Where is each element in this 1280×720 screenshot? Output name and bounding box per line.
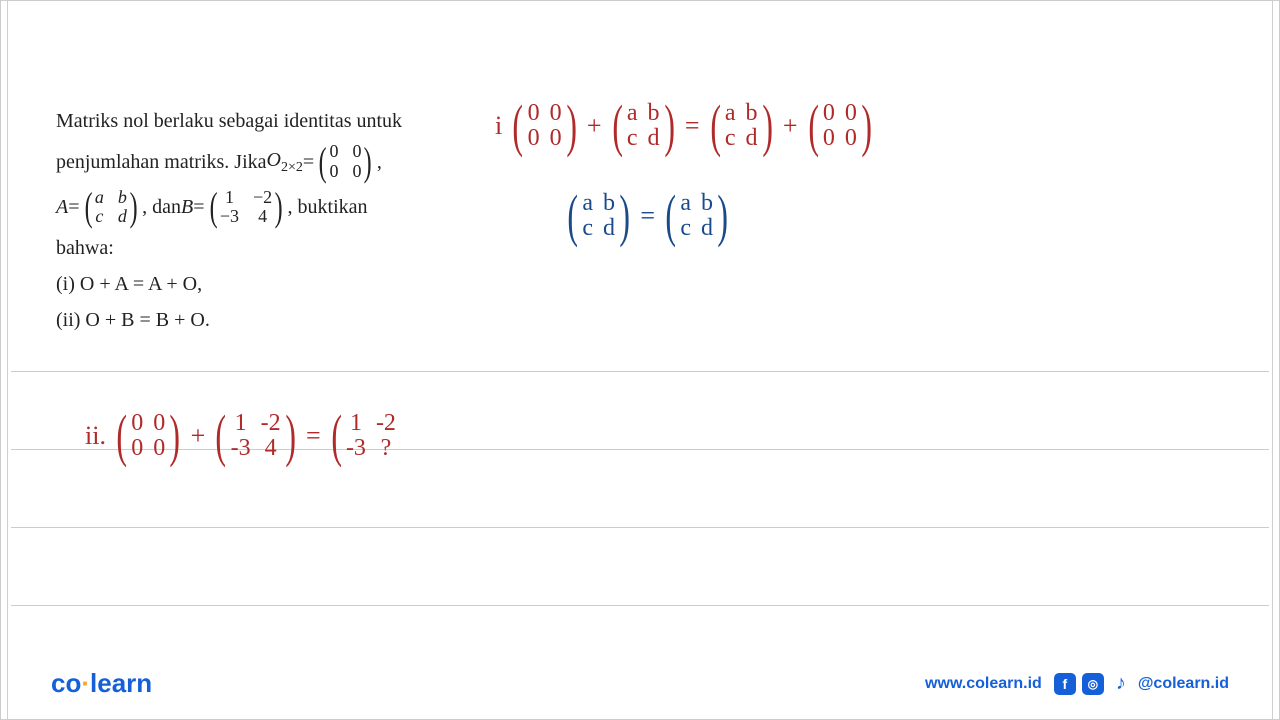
problem-line1: Matriks nol berlaku sebagai identitas un… <box>56 106 402 136</box>
problem-bahwa: bahwa: <box>56 233 114 263</box>
matrix-B: ( 1−2 −34 ) <box>207 188 286 228</box>
problem-item-ii: (ii) O + B = B + O. <box>56 305 210 335</box>
hw-label-i: i <box>495 111 502 141</box>
problem-block: Matriks nol berlaku sebagai identitas un… <box>56 106 461 341</box>
logo: co·learn <box>51 668 152 699</box>
problem-item-i: (i) O + A = A + O, <box>56 269 202 299</box>
footer-url: www.colearn.id <box>925 675 1042 693</box>
handwritten-line-i: i ( 00 00 ) + ( ab cd ) = ( ab cd ) + ( … <box>491 101 878 151</box>
matrix-O: ( 00 00 ) <box>316 142 375 182</box>
hw-label-ii: ii. <box>85 421 106 451</box>
problem-line2-pre: penjumlahan matriks. Jika <box>56 147 267 177</box>
handwritten-line-result: ( ab cd ) = ( ab cd ) <box>561 191 734 241</box>
handwritten-line-ii: ii. ( 00 00 ) + ( 1-2 -34 ) = ( 1-2 -3? <box>81 411 398 461</box>
footer-handle: @colearn.id <box>1138 675 1229 693</box>
matrix-A: ( ab cd ) <box>82 188 141 228</box>
instagram-icon: ◎ <box>1082 673 1104 695</box>
tiktok-icon: ♪ <box>1110 673 1132 695</box>
facebook-icon: f <box>1054 673 1076 695</box>
social-icons: f ◎ ♪ @colearn.id <box>1054 673 1229 695</box>
footer: co·learn www.colearn.id f ◎ ♪ @colearn.i… <box>51 668 1229 699</box>
